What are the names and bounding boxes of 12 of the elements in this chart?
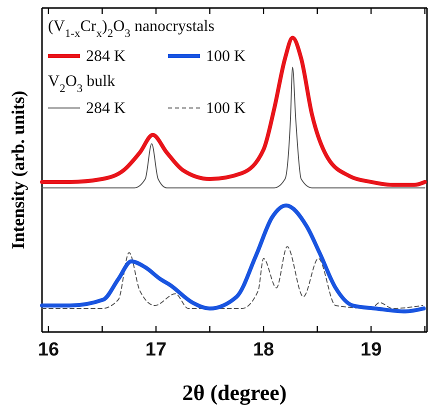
annotation: V$_{2}$O$_{3}$ bulk (48, 73, 116, 95)
legend-label: 284 K (86, 48, 126, 65)
y-axis-title: Intensity (arb. units) (8, 90, 28, 250)
x-tick-label: 16 (38, 339, 60, 360)
legend-label: 100 K (206, 48, 246, 65)
text: (V$_{1-x}$Cr$_{x}$)$_{2}$O$_{3}$ nanocrystals (48, 18, 214, 40)
x-tick-label: 17 (145, 339, 167, 360)
legend-label: 100 K (206, 100, 246, 117)
x-tick-label: 18 (252, 339, 274, 360)
x-tick-label: 19 (360, 339, 382, 360)
x-axis-title: 2θ (degree) (182, 380, 287, 405)
legend-label: 284 K (86, 100, 126, 117)
